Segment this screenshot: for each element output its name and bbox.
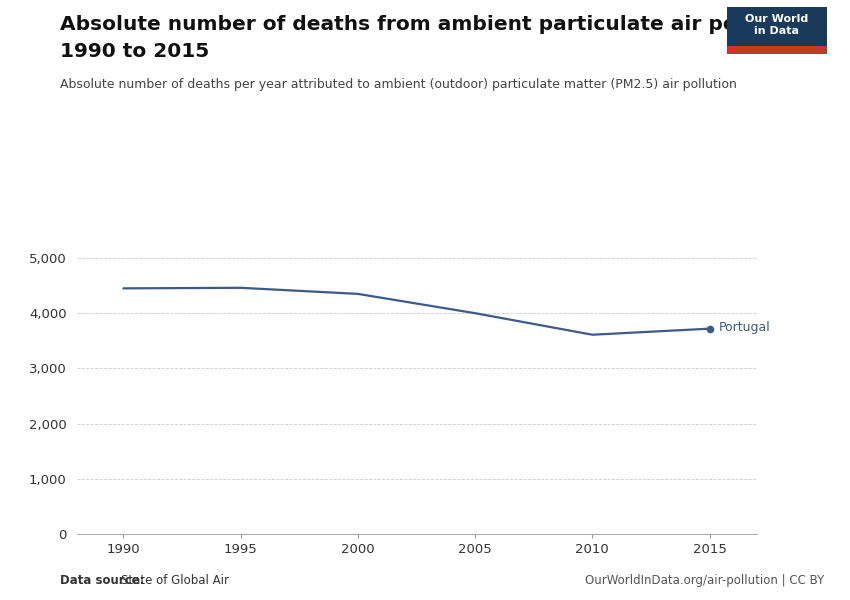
Text: OurWorldInData.org/air-pollution | CC BY: OurWorldInData.org/air-pollution | CC BY [586, 574, 824, 587]
Text: State of Global Air: State of Global Air [121, 574, 229, 587]
Text: Our World
in Data: Our World in Data [745, 14, 808, 37]
Text: 1990 to 2015: 1990 to 2015 [60, 42, 209, 61]
Text: Portugal: Portugal [719, 321, 771, 334]
Text: Absolute number of deaths per year attributed to ambient (outdoor) particulate m: Absolute number of deaths per year attri… [60, 78, 736, 91]
Text: Absolute number of deaths from ambient particulate air pollution,: Absolute number of deaths from ambient p… [60, 15, 817, 34]
Text: Data source:: Data source: [60, 574, 148, 587]
